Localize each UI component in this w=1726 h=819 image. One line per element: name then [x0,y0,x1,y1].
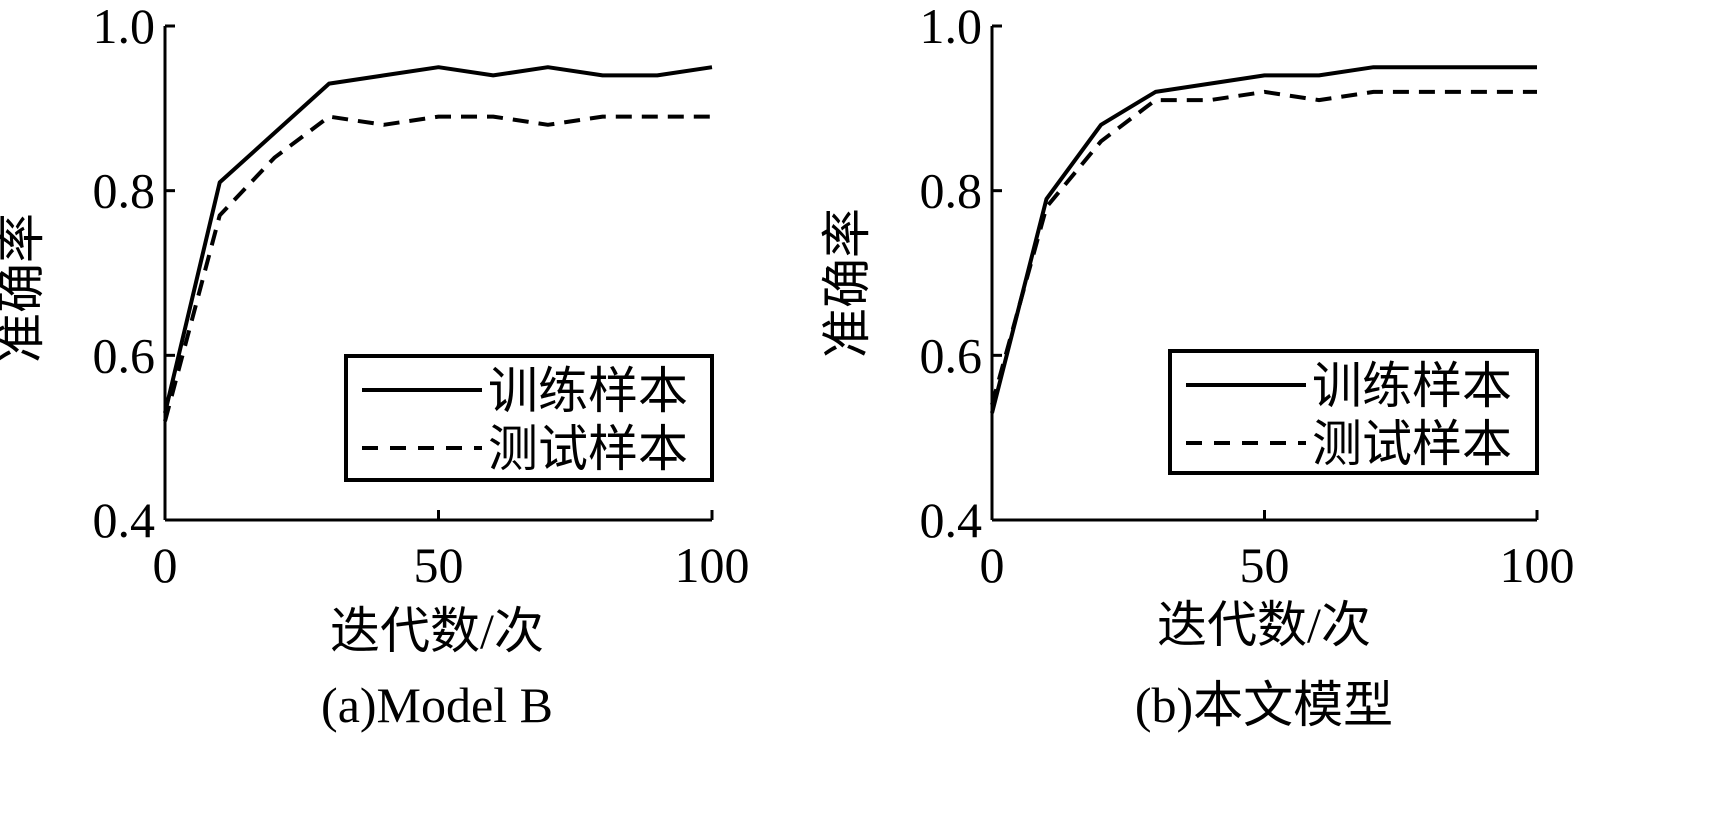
x-tick-label: 50 [414,537,464,593]
x-tick-label: 0 [153,537,178,593]
legend-label: 测试样本 [1312,416,1512,472]
x-tick-label: 100 [1500,537,1575,593]
legend-label: 训练样本 [488,363,688,419]
y-tick-label: 1.0 [920,0,983,54]
legend-label: 测试样本 [488,421,688,477]
y-tick-label: 0.8 [920,163,983,219]
x-tick-label: 100 [675,537,750,593]
y-tick-label: 0.6 [920,327,983,383]
x-tick-label: 50 [1240,537,1290,593]
x-tick-label: 0 [980,537,1005,593]
panel-caption: (a)Model B [321,677,553,733]
test-series-line [163,114,712,422]
legend-box [1168,349,1539,475]
y-tick-label: 1.0 [93,0,156,54]
y-tick-label: 0.4 [93,492,156,548]
y-axis-label: 准确率 [819,208,875,358]
y-tick-label: 0.4 [920,492,983,548]
x-axis-label: 迭代数/次 [330,603,544,659]
x-axis-label: 迭代数/次 [1157,597,1371,653]
train-series-line [163,65,713,414]
y-tick-label: 0.8 [93,163,156,219]
test-series-line [990,89,1537,406]
train-series-line [990,65,1537,414]
y-tick-label: 0.6 [93,327,156,383]
y-axis-label: 准确率 [0,213,49,363]
legend-label: 训练样本 [1312,358,1512,414]
legend-box [344,354,714,482]
panel-caption: (b)本文模型 [1135,677,1393,733]
